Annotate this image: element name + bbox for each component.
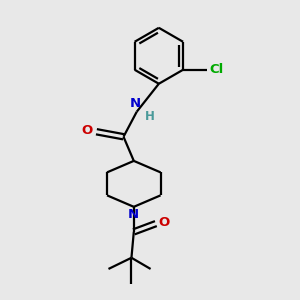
- Text: Cl: Cl: [210, 63, 224, 76]
- Text: O: O: [158, 216, 169, 229]
- Text: N: N: [128, 208, 140, 221]
- Text: H: H: [145, 110, 155, 123]
- Text: O: O: [82, 124, 93, 137]
- Text: N: N: [130, 97, 141, 110]
